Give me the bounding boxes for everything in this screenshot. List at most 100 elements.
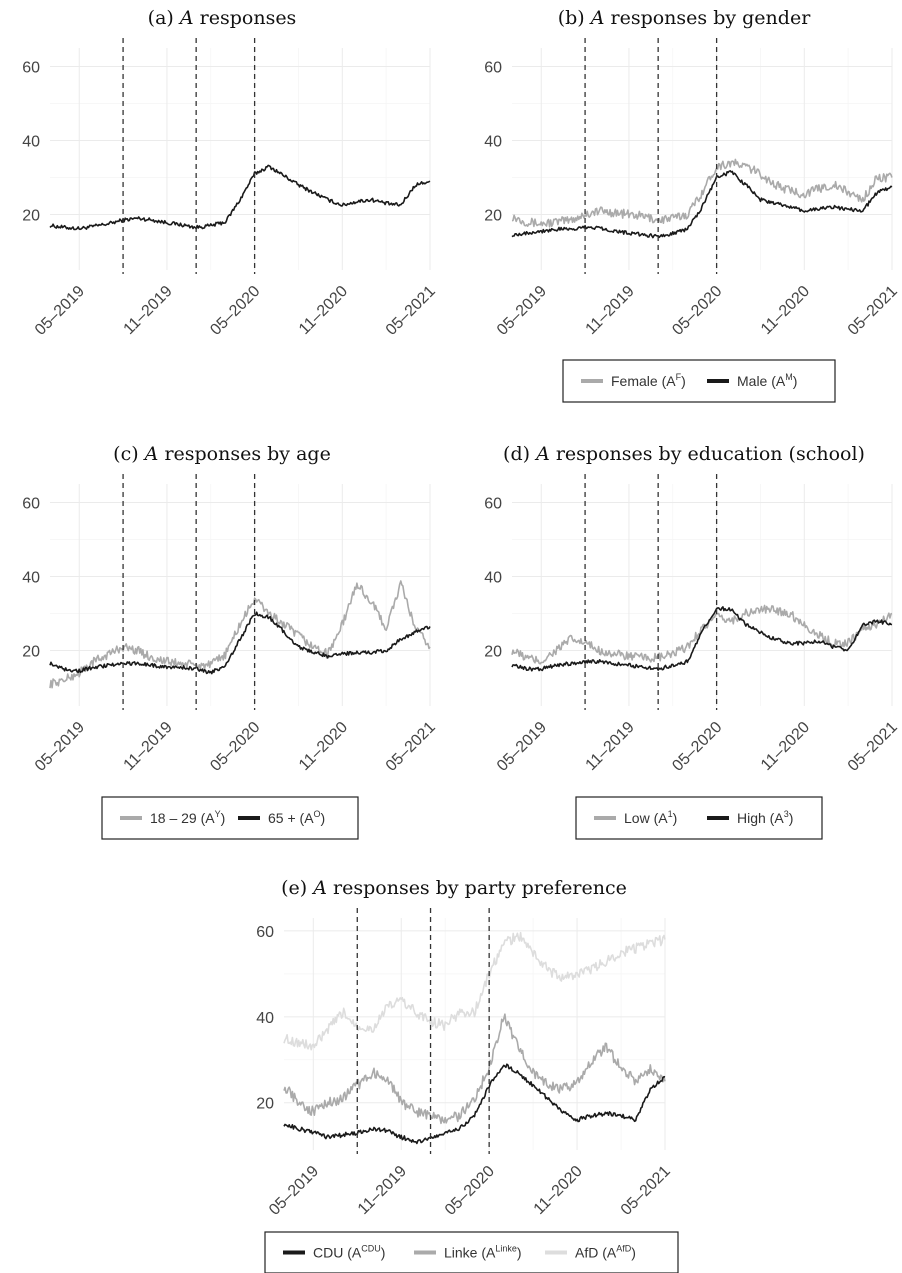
x-tick-label: 11–2020 <box>296 283 351 338</box>
panel-title-rest: responses by gender <box>604 7 811 29</box>
series-line <box>49 611 431 675</box>
panel-title-rest: responses by education (school) <box>550 443 865 465</box>
series-line <box>511 170 893 239</box>
legend-label-text: 18 – 29 (A <box>150 810 215 826</box>
series-line <box>49 580 431 689</box>
x-tick-label: 05–2021 <box>845 719 901 775</box>
legend-label-tail: ) <box>381 1245 386 1261</box>
series-line <box>283 1013 666 1125</box>
legend-label-sup: 3 <box>784 809 789 819</box>
legend-label-text: 65 + (A <box>268 810 314 826</box>
x-tick-label: 05–2021 <box>618 1163 674 1219</box>
panel-e: (e) A responses by party preference 20 40 6… <box>256 877 679 1273</box>
legend-label: 18 – 29 (AY) <box>150 809 225 826</box>
legend-label-sup: O <box>314 809 321 819</box>
legend-box <box>575 796 823 840</box>
legend-label-text: Female (A <box>611 373 676 389</box>
panel-title-prefix: (a) <box>148 7 180 29</box>
x-tick-label: 05–2020 <box>442 1163 498 1219</box>
x-tick-label: 11–2019 <box>121 283 176 338</box>
legend-label: Linke (ALinke) <box>444 1244 522 1261</box>
panel-title-prefix: (b) <box>558 7 591 29</box>
legend-label-tail: ) <box>321 810 326 826</box>
y-tick-label: 60 <box>484 496 502 513</box>
legend-label-text: Male (A <box>737 373 786 389</box>
panel-c: (c) A responses by age 20 40 60 05–2019 11–20… <box>22 443 439 840</box>
y-tick-label: 60 <box>484 60 502 77</box>
panel-title-prefix: (d) <box>503 443 536 465</box>
legend-label-text: CDU (A <box>313 1245 362 1261</box>
legend-label: Male (AM) <box>737 372 797 389</box>
panel-title-italic: A <box>589 7 605 29</box>
legend-label-sup: AfD <box>616 1244 632 1254</box>
legend-label-text: Linke (A <box>444 1245 496 1261</box>
y-tick-label: 60 <box>22 496 40 513</box>
legend-label-text: High (A <box>737 810 784 826</box>
x-tick-label: 05–2020 <box>669 283 725 339</box>
y-tick-label: 20 <box>22 208 40 225</box>
series-line <box>49 164 431 231</box>
legend-label: Low (A1) <box>624 809 677 826</box>
legend-box <box>101 796 359 840</box>
x-tick-label: 11–2019 <box>355 1163 410 1218</box>
y-tick-label: 20 <box>484 208 502 225</box>
y-tick-label: 40 <box>22 570 40 587</box>
x-tick-label: 05–2021 <box>383 719 439 775</box>
legend-label: High (A3) <box>737 809 793 826</box>
panel-b: (b) A responses by gender 20 40 60 05–2019 11… <box>484 7 901 403</box>
y-tick-label: 40 <box>484 570 502 587</box>
panel-d: (d) A responses by education (school) 20 4… <box>484 443 901 840</box>
series-line <box>283 931 666 1051</box>
series-line <box>283 1063 666 1145</box>
legend-label-sup: M <box>785 372 793 382</box>
legend-label: AfD (AAfD) <box>575 1244 636 1261</box>
panel-title-prefix: (e) <box>281 877 313 899</box>
panel-a: (a) A responses 20 40 60 05–2019 11–2019 05–20… <box>22 7 439 339</box>
legend-label: 65 + (AO) <box>268 809 325 826</box>
panel-title: (d) A responses by education (school) <box>503 443 865 465</box>
legend-label: CDU (ACDU) <box>313 1244 385 1261</box>
y-tick-label: 40 <box>22 134 40 151</box>
x-tick-label: 11–2020 <box>758 719 813 774</box>
y-tick-label: 40 <box>256 1010 274 1027</box>
x-tick-label: 05–2020 <box>207 283 263 339</box>
x-tick-label: 05–2021 <box>845 283 901 339</box>
legend-label-tail: ) <box>789 810 794 826</box>
legend-label-sup: Linke <box>495 1244 517 1254</box>
legend: Low (A1) High (A3) <box>575 796 823 840</box>
legend-label-tail: ) <box>517 1245 522 1261</box>
legend-label: Female (AF) <box>611 372 686 389</box>
x-tick-label: 05–2019 <box>494 283 550 339</box>
legend: CDU (ACDU) Linke (ALinke) AfD (AAfD) <box>264 1231 679 1273</box>
panel-title-italic: A <box>311 877 327 899</box>
legend: Female (AF) Male (AM) <box>562 359 836 403</box>
y-tick-label: 20 <box>256 1096 274 1113</box>
y-tick-label: 60 <box>22 60 40 77</box>
legend-box <box>562 359 836 403</box>
x-tick-label: 11–2019 <box>583 283 638 338</box>
legend-label-text: Low (A <box>624 810 668 826</box>
legend-label-sup: 1 <box>668 809 673 819</box>
y-tick-label: 40 <box>484 134 502 151</box>
panel-title: (b) A responses by gender <box>558 7 811 29</box>
legend-label-text: AfD (A <box>575 1245 617 1261</box>
legend-label-sup: CDU <box>361 1244 381 1254</box>
panel-title-italic: A <box>534 443 550 465</box>
panel-title-rest: responses by age <box>158 443 330 465</box>
x-tick-label: 11–2019 <box>583 719 638 774</box>
y-tick-label: 60 <box>256 924 274 941</box>
legend-label-tail: ) <box>221 810 226 826</box>
panel-title: (e) A responses by party preference <box>281 877 627 899</box>
y-tick-label: 20 <box>484 644 502 661</box>
legend: 18 – 29 (AY) 65 + (AO) <box>101 796 359 840</box>
x-tick-label: 05–2021 <box>383 283 439 339</box>
panel-title-prefix: (c) <box>113 443 145 465</box>
panel-title-rest: responses <box>194 7 297 29</box>
x-tick-label: 05–2019 <box>32 283 88 339</box>
legend-label-tail: ) <box>631 1245 636 1261</box>
x-tick-label: 05–2020 <box>207 719 263 775</box>
series-line <box>511 604 893 665</box>
series-line <box>511 606 893 672</box>
series-line <box>511 158 893 228</box>
